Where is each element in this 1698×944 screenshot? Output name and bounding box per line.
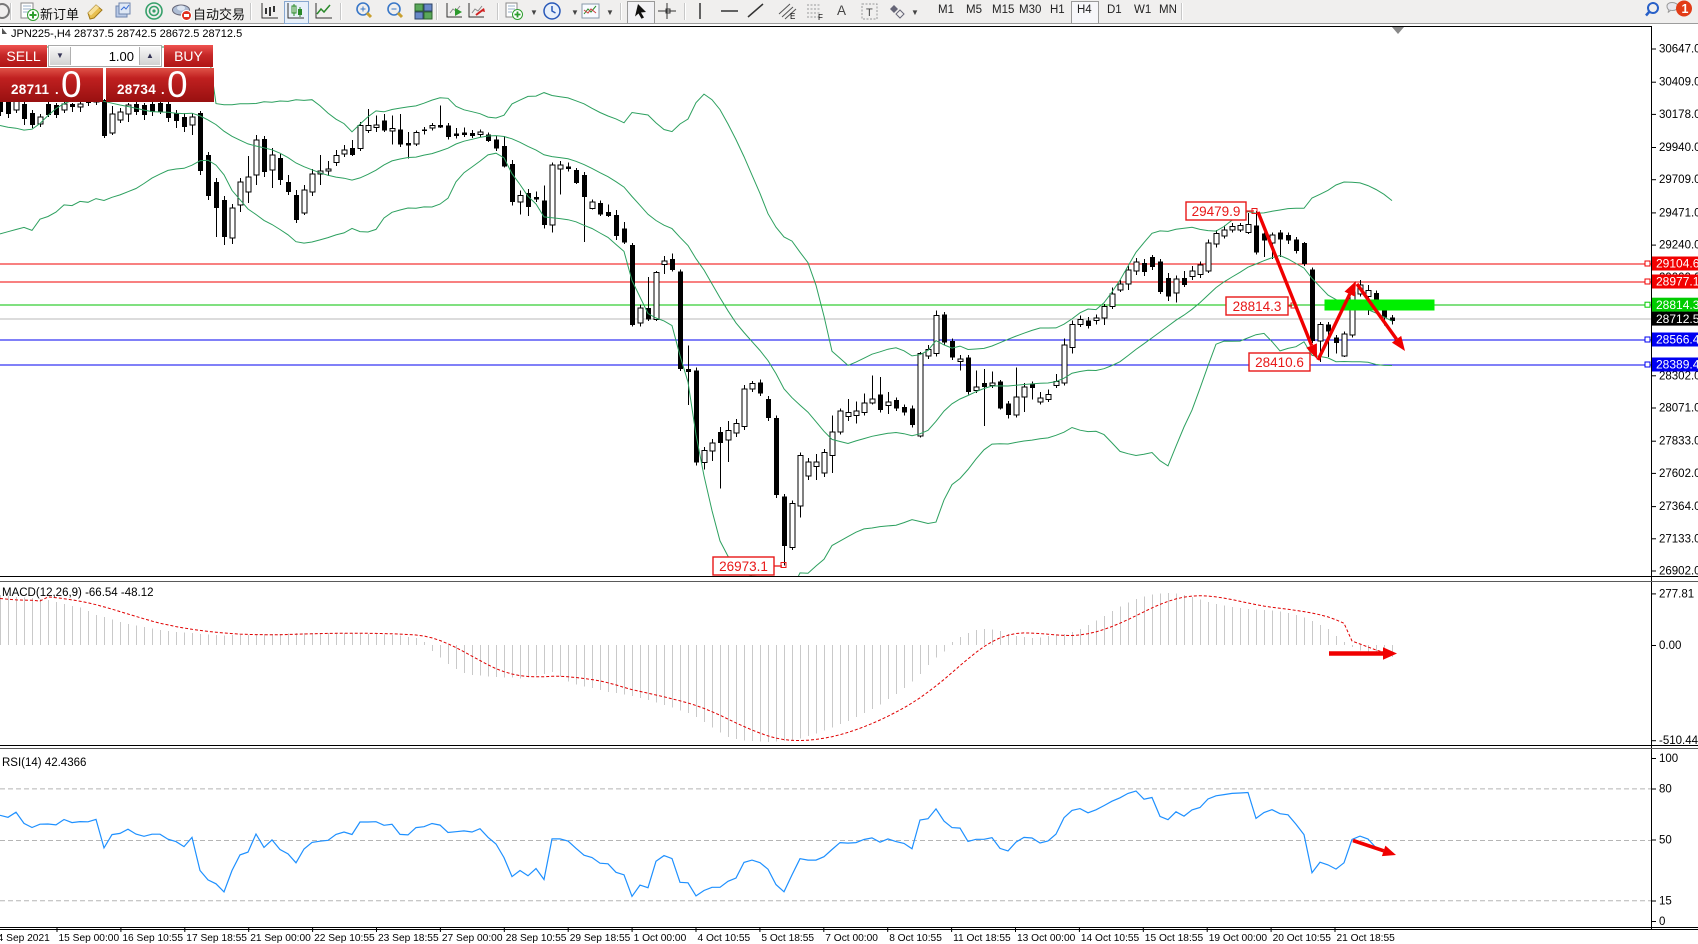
- svg-text:19 Oct 00:00: 19 Oct 00:00: [1209, 933, 1268, 944]
- svg-text:30647.0: 30647.0: [1659, 44, 1698, 56]
- svg-text:11 Oct 18:55: 11 Oct 18:55: [953, 933, 1011, 944]
- svg-text:28410.6: 28410.6: [1255, 355, 1304, 370]
- svg-text:28 Sep 10:55: 28 Sep 10:55: [506, 933, 567, 944]
- svg-text:28071.0: 28071.0: [1659, 403, 1698, 415]
- svg-text:80: 80: [1659, 784, 1672, 796]
- svg-text:27 Sep 00:00: 27 Sep 00:00: [442, 933, 503, 944]
- svg-text:15 Sep 00:00: 15 Sep 00:00: [59, 933, 120, 944]
- svg-text:14 Oct 10:55: 14 Oct 10:55: [1081, 933, 1140, 944]
- svg-text:21 Sep 00:00: 21 Sep 00:00: [250, 933, 311, 944]
- svg-text:28566.4: 28566.4: [1656, 333, 1698, 347]
- svg-text:4 Oct 10:55: 4 Oct 10:55: [698, 933, 751, 944]
- svg-text:26902.0: 26902.0: [1659, 566, 1698, 578]
- svg-text:13 Oct 00:00: 13 Oct 00:00: [1017, 933, 1076, 944]
- svg-text:50: 50: [1659, 835, 1672, 847]
- svg-text:29240.0: 29240.0: [1659, 240, 1698, 252]
- svg-text:5 Oct 18:55: 5 Oct 18:55: [761, 933, 814, 944]
- svg-text:20 Oct 10:55: 20 Oct 10:55: [1273, 933, 1332, 944]
- svg-text:27133.0: 27133.0: [1659, 533, 1698, 545]
- svg-text:22 Sep 10:55: 22 Sep 10:55: [314, 933, 375, 944]
- svg-text:21 Oct 18:55: 21 Oct 18:55: [1337, 933, 1396, 944]
- svg-text:28814.3: 28814.3: [1233, 299, 1282, 314]
- svg-text:RSI(14) 42.4366: RSI(14) 42.4366: [2, 757, 86, 769]
- svg-text:JPN225-,H4 28737.5 28742.5 28: JPN225-,H4 28737.5 28742.5 28672.5 28712…: [11, 28, 242, 40]
- svg-text:0.00: 0.00: [1659, 640, 1681, 652]
- svg-text:27833.0: 27833.0: [1659, 436, 1698, 448]
- svg-text:27364.0: 27364.0: [1659, 501, 1698, 513]
- svg-text:28389.4: 28389.4: [1656, 358, 1698, 372]
- svg-text:28977.1: 28977.1: [1656, 275, 1698, 289]
- svg-text:100: 100: [1659, 753, 1678, 765]
- svg-text:28712.5: 28712.5: [1656, 312, 1698, 326]
- svg-text:26973.1: 26973.1: [719, 559, 768, 574]
- svg-text:-510.44: -510.44: [1659, 735, 1698, 747]
- svg-text:29 Sep 18:55: 29 Sep 18:55: [570, 933, 631, 944]
- svg-text:30178.0: 30178.0: [1659, 109, 1698, 121]
- svg-text:23 Sep 18:55: 23 Sep 18:55: [378, 933, 439, 944]
- svg-text:T: T: [866, 7, 873, 19]
- svg-text:F: F: [818, 13, 823, 22]
- svg-text:1: 1: [1682, 2, 1689, 16]
- svg-text:MACD(12,26,9) -66.54 -48.12: MACD(12,26,9) -66.54 -48.12: [2, 587, 154, 599]
- svg-text:15: 15: [1659, 896, 1672, 908]
- svg-text:29479.9: 29479.9: [1192, 204, 1241, 219]
- svg-text:14 Sep 2021: 14 Sep 2021: [0, 933, 50, 944]
- svg-text:29940.0: 29940.0: [1659, 142, 1698, 154]
- svg-text:28814.3: 28814.3: [1656, 298, 1698, 312]
- svg-text:15 Oct 18:55: 15 Oct 18:55: [1145, 933, 1204, 944]
- svg-text:27602.0: 27602.0: [1659, 468, 1698, 480]
- svg-text:7 Oct 00:00: 7 Oct 00:00: [825, 933, 878, 944]
- svg-text:0: 0: [1659, 916, 1665, 928]
- svg-text:E: E: [790, 12, 795, 21]
- svg-text:28302.0: 28302.0: [1659, 370, 1698, 382]
- svg-text:277.81: 277.81: [1659, 588, 1694, 600]
- svg-text:29471.0: 29471.0: [1659, 207, 1698, 219]
- svg-text:30409.0: 30409.0: [1659, 77, 1698, 89]
- svg-text:17 Sep 18:55: 17 Sep 18:55: [186, 933, 247, 944]
- svg-text:29104.6: 29104.6: [1656, 257, 1698, 271]
- svg-text:8 Oct 10:55: 8 Oct 10:55: [889, 933, 942, 944]
- svg-text:1 Oct 00:00: 1 Oct 00:00: [634, 933, 687, 944]
- svg-text:16 Sep 10:55: 16 Sep 10:55: [122, 933, 183, 944]
- svg-text:29709.0: 29709.0: [1659, 174, 1698, 186]
